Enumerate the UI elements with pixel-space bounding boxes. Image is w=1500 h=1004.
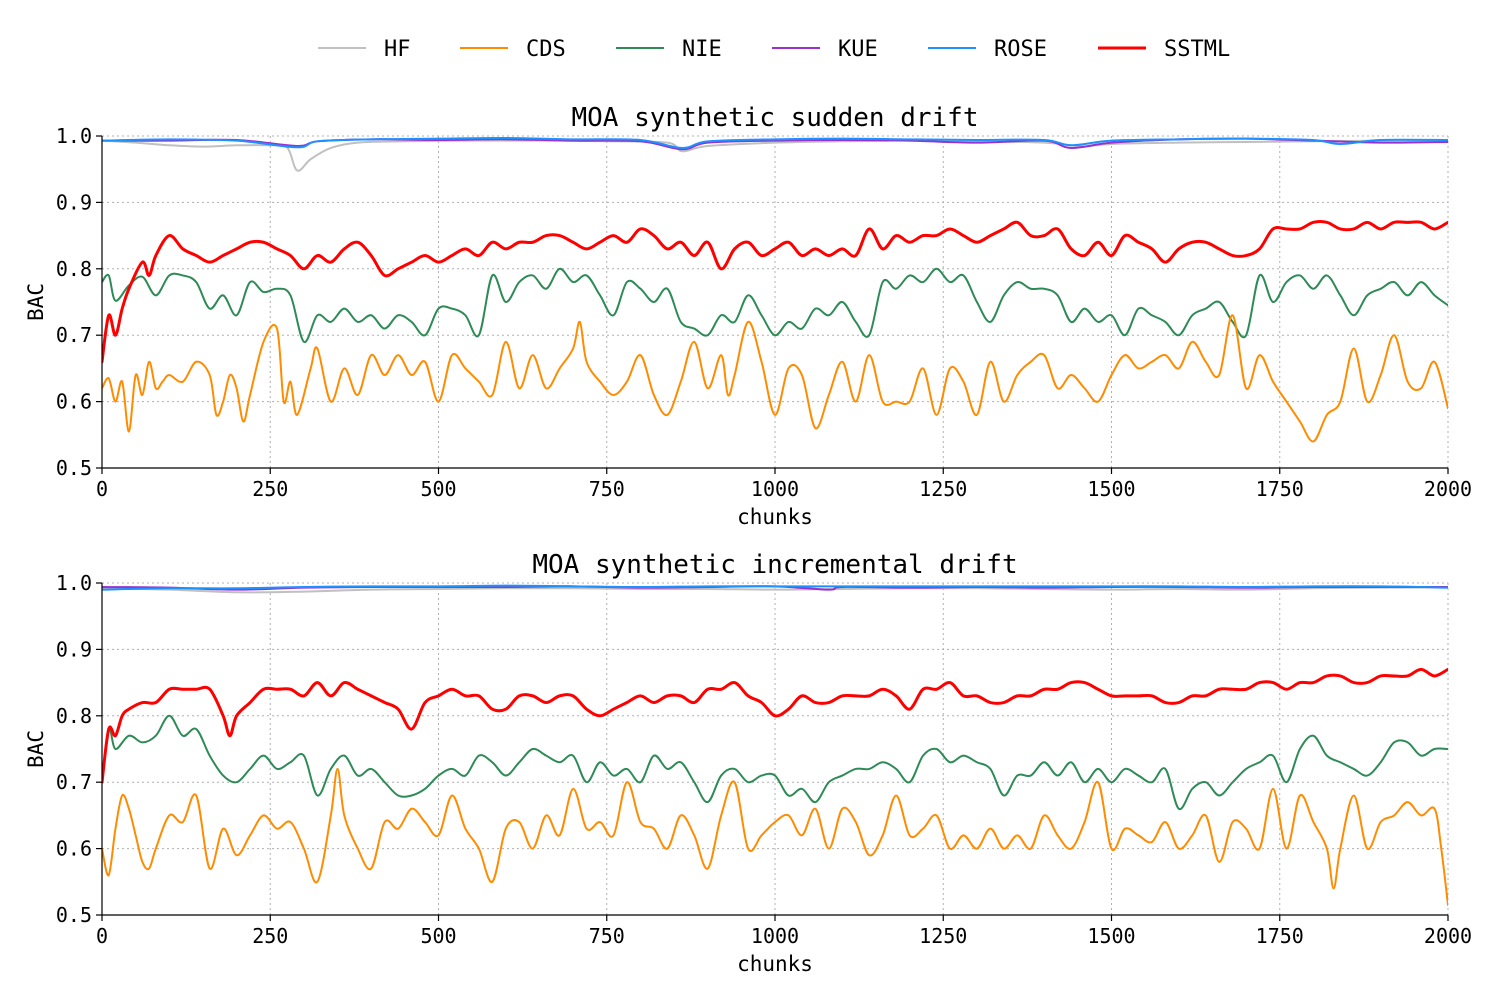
x-tick-label: 0 (96, 477, 108, 501)
x-tick-label: 2000 (1424, 924, 1472, 948)
series-line-sstml (102, 667, 1448, 784)
chart-title: MOA synthetic incremental drift (532, 550, 1017, 580)
x-axis-label: chunks (737, 505, 813, 529)
y-axis-label: BAC (24, 730, 48, 768)
x-tick-label: 750 (589, 477, 625, 501)
series-line-cds (102, 767, 1448, 907)
legend-label-nie: NIE (682, 37, 722, 62)
x-tick-label: 250 (252, 924, 288, 948)
legend-label-hf: HF (384, 37, 411, 62)
y-tick-label: 0.8 (56, 257, 92, 281)
x-tick-label: 1250 (919, 924, 967, 948)
x-tick-label: 500 (420, 477, 456, 501)
legend-label-cds: CDS (526, 37, 566, 62)
x-tick-label: 1750 (1256, 924, 1304, 948)
x-tick-label: 1500 (1087, 477, 1135, 501)
x-tick-label: 2000 (1424, 477, 1472, 501)
x-tick-label: 0 (96, 924, 108, 948)
x-tick-label: 500 (420, 924, 456, 948)
y-tick-label: 0.7 (56, 323, 92, 347)
y-tick-label: 0.9 (56, 637, 92, 661)
y-tick-label: 0.5 (56, 903, 92, 927)
series-line-sstml (102, 219, 1448, 364)
series-line-hf (102, 586, 1448, 594)
x-tick-label: 1000 (751, 924, 799, 948)
legend-label-sstml: SSTML (1164, 37, 1230, 62)
series-group (102, 136, 1448, 443)
y-tick-label: 0.6 (56, 390, 92, 414)
chart-panel-sudden-drift: 0 250 500 750 1000 1250 1500 1750 2000 0.5 0.6 0.7 0… (24, 103, 1472, 529)
legend-label-kue: KUE (838, 37, 878, 62)
y-tick-label: 0.9 (56, 190, 92, 214)
series-line-nie (102, 267, 1448, 343)
x-tick-label: 1250 (919, 477, 967, 501)
y-tick-label: 1.0 (56, 571, 92, 595)
series-line-nie (102, 714, 1448, 811)
y-axis-label: BAC (24, 283, 48, 321)
x-tick-label: 750 (589, 924, 625, 948)
x-tick-label: 250 (252, 477, 288, 501)
chart-title: MOA synthetic sudden drift (572, 103, 979, 133)
y-tick-label: 0.6 (56, 837, 92, 861)
y-tick-label: 1.0 (56, 124, 92, 148)
x-tick-label: 1000 (751, 477, 799, 501)
y-tick-label: 0.8 (56, 704, 92, 728)
y-tick-label: 0.5 (56, 456, 92, 480)
legend-label-rose: ROSE (994, 37, 1047, 62)
chart-panel-incremental-drift: 0 250 500 750 1000 1250 1500 1750 2000 0.5 0.6 0.7 0… (24, 550, 1472, 976)
y-tick-label: 0.7 (56, 770, 92, 794)
legend: HF CDS NIE KUE ROSE SSTML (318, 37, 1230, 62)
x-axis-label: chunks (737, 952, 813, 976)
series-line-rose (102, 136, 1448, 149)
x-tick-label: 1500 (1087, 924, 1135, 948)
x-tick-label: 1750 (1256, 477, 1304, 501)
series-line-rose (102, 584, 1448, 591)
series-line-cds (102, 314, 1448, 443)
series-group (102, 584, 1448, 907)
